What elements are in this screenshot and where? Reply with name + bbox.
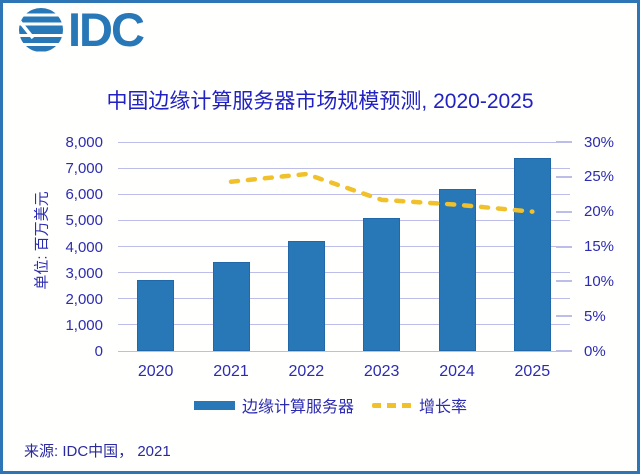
right-axis-tick xyxy=(556,350,572,352)
x-axis-label-2022: 2022 xyxy=(288,363,325,380)
right-axis-tick xyxy=(556,315,572,318)
gridline xyxy=(118,141,570,143)
right-axis-tick xyxy=(556,280,572,283)
right-axis-tick xyxy=(556,141,572,143)
chart-legend: 边缘计算服务器 增长率 xyxy=(194,395,468,416)
growth-rate-line xyxy=(228,171,535,214)
right-axis-tick-label: 20% xyxy=(584,203,615,221)
right-axis-tick xyxy=(556,175,572,178)
legend-bar-label: 边缘计算服务器 xyxy=(242,399,355,416)
bar-2020 xyxy=(137,280,175,351)
legend-line-label: 增长率 xyxy=(419,399,468,416)
gridline xyxy=(118,298,570,300)
bar-2021 xyxy=(212,262,250,351)
gridline xyxy=(118,272,570,274)
bar-2024 xyxy=(438,189,476,351)
gridline xyxy=(118,167,570,169)
gridline xyxy=(118,219,570,221)
legend-dashed-line-swatch xyxy=(372,402,413,408)
legend-bar-swatch xyxy=(194,400,235,410)
globe-stripes-icon xyxy=(19,7,63,51)
x-axis-label-2023: 2023 xyxy=(363,363,400,380)
left-axis-tick-label: 6,000 xyxy=(65,186,103,204)
left-axis-tick-label: 2,000 xyxy=(65,290,103,308)
x-axis-label-2025: 2025 xyxy=(514,363,551,380)
gridline xyxy=(118,350,570,352)
right-axis-tick-label: 10% xyxy=(584,272,615,290)
left-axis-tick-label: 0 xyxy=(94,343,103,360)
idc-logo: IDC xyxy=(18,3,145,56)
bar-2023 xyxy=(363,217,401,351)
source-text: 来源: IDC中国， 2021 xyxy=(24,443,171,460)
left-axis-tick-label: 7,000 xyxy=(65,160,103,178)
right-axis-tick-label: 30% xyxy=(584,133,615,151)
left-axis-tick-label: 3,000 xyxy=(65,264,103,282)
left-axis-tick-label: 8,000 xyxy=(65,134,103,151)
gridline xyxy=(118,246,570,247)
chart-title: 中国边缘计算服务器市场规模预测, 2020-2025 xyxy=(106,90,534,113)
right-axis-tick-label: 0% xyxy=(584,342,606,360)
x-axis-label-2024: 2024 xyxy=(439,363,475,380)
gridline xyxy=(118,324,570,326)
growth-rate-polyline xyxy=(228,171,535,214)
right-axis-tick-label: 5% xyxy=(584,307,606,325)
bar-2022 xyxy=(287,241,325,351)
left-axis-tick-label: 1,000 xyxy=(65,316,103,334)
right-axis-tick xyxy=(556,210,572,213)
x-axis-label-2020: 2020 xyxy=(137,363,174,380)
right-axis-tick-label: 15% xyxy=(584,238,615,255)
right-axis-tick xyxy=(556,245,572,248)
right-axis-tick-label: 25% xyxy=(584,168,615,186)
left-axis-tick-label: 4,000 xyxy=(65,238,103,256)
idc-wordmark: IDC xyxy=(68,3,145,56)
left-axis-tick-label: 5,000 xyxy=(65,212,103,230)
bar-2025 xyxy=(513,157,551,351)
x-axis-label-2021: 2021 xyxy=(213,363,249,380)
gridline xyxy=(118,193,570,195)
